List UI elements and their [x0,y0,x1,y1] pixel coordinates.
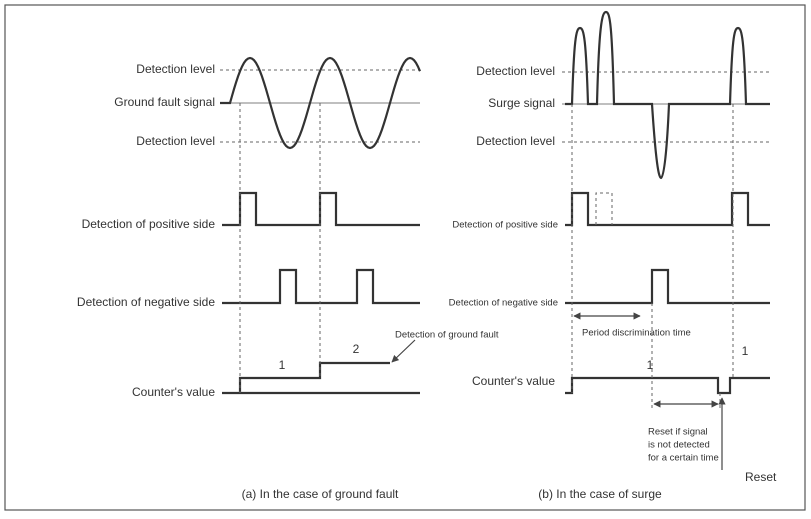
caption: (a) In the case of ground fault [242,487,399,501]
label: Detection level [476,64,555,78]
count: 2 [353,342,360,356]
label: Counter's value [472,374,555,388]
count: 1 [647,358,654,372]
label: Detection of positive side [452,220,558,231]
positive-wave [565,191,770,227]
label: Detection of positive side [82,217,216,231]
caption: (b) In the case of surge [538,487,662,501]
label: Detection of negative side [77,295,215,309]
label: Surge signal [488,96,555,110]
annotation: Period discrimination time [582,328,691,339]
annotation: Reset [745,470,777,484]
ground-fault-wave [220,56,422,150]
frame [4,4,806,511]
positive-wave [222,191,420,227]
label: Detection of negative side [449,298,558,309]
note: Reset if signal [648,427,708,438]
note: is not detected [648,440,710,451]
annotation: Detection of ground fault [395,330,499,341]
surge-wave [565,10,770,180]
negative-wave [222,268,420,305]
count: 1 [279,358,286,372]
label: Detection level [136,62,215,76]
label: Ground fault signal [114,95,215,109]
note: for a certain time [648,453,719,464]
left-panel: Detection level Ground fault signal Dete… [77,56,499,501]
negative-wave [565,268,770,305]
counter-step [238,361,390,393]
label: Detection level [136,134,215,148]
label: Counter's value [132,385,215,399]
masked-pulse [595,192,613,225]
right-panel: Detection level Surge signal Detection l… [449,10,777,501]
arrow [391,339,416,363]
count: 1 [742,344,749,358]
label: Detection level [476,134,555,148]
counter-wave [565,376,770,395]
